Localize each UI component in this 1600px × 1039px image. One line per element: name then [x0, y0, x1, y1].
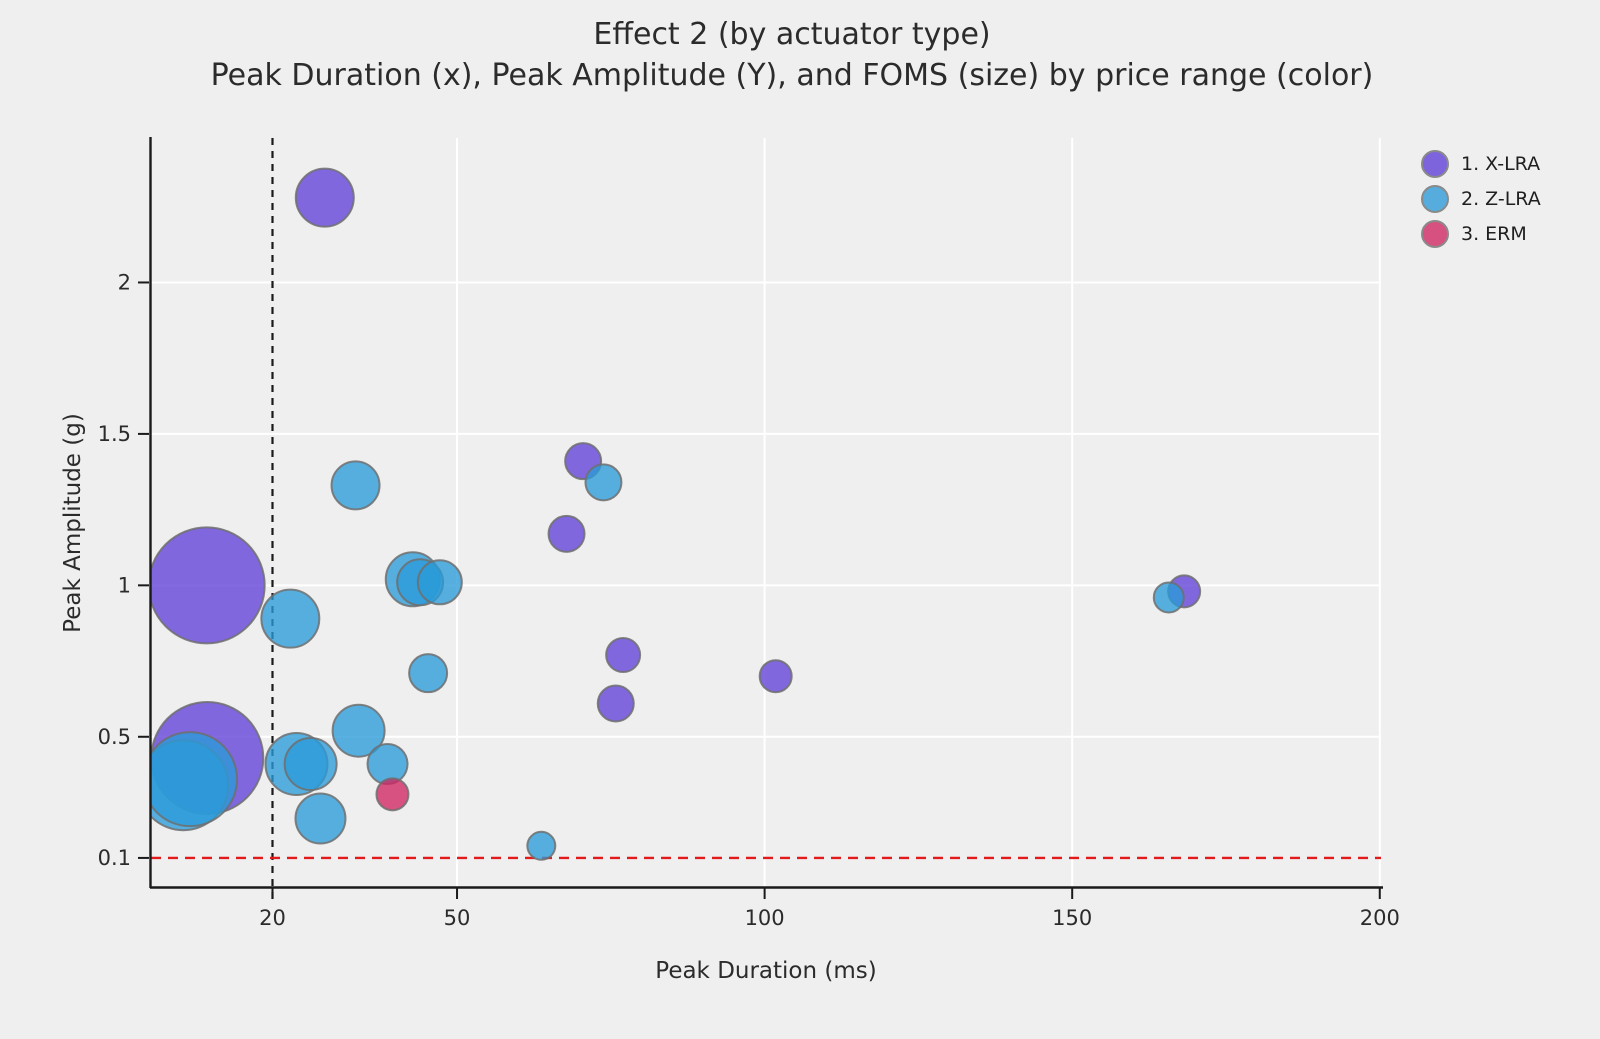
- bubble-z-lra[interactable]: [584, 463, 623, 502]
- bubble-x-lra[interactable]: [605, 637, 642, 674]
- legend-label: 1. X-LRA: [1461, 152, 1541, 175]
- y-tick-label: 2: [118, 270, 131, 294]
- bubble-z-lra[interactable]: [294, 792, 347, 845]
- chart-title: Effect 2 (by actuator type): [593, 17, 991, 52]
- y-axis-title: Peak Amplitude (g): [60, 413, 86, 633]
- bubble-z-lra[interactable]: [283, 737, 338, 792]
- legend: 1. X-LRA 2. Z-LRA 3. ERM: [1421, 146, 1541, 251]
- chart-title-block: Effect 2 (by actuator type) Peak Duratio…: [0, 14, 1584, 96]
- bubble-x-lra[interactable]: [596, 684, 635, 723]
- bubble-z-lra[interactable]: [416, 559, 463, 606]
- legend-item-erm[interactable]: 3. ERM: [1421, 216, 1541, 251]
- x-lra-swatch-icon: [1421, 149, 1449, 178]
- erm-swatch-icon: [1421, 219, 1449, 248]
- y-tick-label: 1: [118, 573, 131, 597]
- x-tick-label: 50: [444, 906, 471, 930]
- bubble-z-lra[interactable]: [330, 460, 381, 511]
- bubble-z-lra[interactable]: [408, 653, 449, 694]
- bubble-z-lra[interactable]: [331, 703, 386, 758]
- x-tick-label: 20: [259, 906, 286, 930]
- bubble-x-lra[interactable]: [547, 514, 586, 553]
- bubble-z-lra[interactable]: [526, 830, 557, 861]
- bubble-z-lra[interactable]: [1152, 581, 1185, 614]
- bubble-erm[interactable]: [375, 777, 410, 812]
- bubble-x-lra[interactable]: [149, 526, 266, 645]
- legend-item-x-lra[interactable]: 1. X-LRA: [1421, 146, 1541, 181]
- chart-subtitle: Peak Duration (x), Peak Amplitude (Y), a…: [210, 58, 1374, 93]
- bubble-x-lra[interactable]: [758, 659, 793, 694]
- x-tick-label: 150: [1052, 906, 1092, 930]
- legend-label: 2. Z-LRA: [1461, 187, 1541, 210]
- y-tick-label: 0.1: [98, 846, 131, 870]
- bubbles-layer: [143, 167, 1202, 861]
- legend-label: 3. ERM: [1461, 222, 1527, 245]
- bubble-x-lra[interactable]: [294, 167, 355, 228]
- y-tick-label: 1.5: [98, 422, 131, 446]
- bubble-z-lra[interactable]: [366, 743, 409, 786]
- x-axis-title: Peak Duration (ms): [655, 958, 877, 984]
- legend-item-z-lra[interactable]: 2. Z-LRA: [1421, 181, 1541, 216]
- bubble-z-lra[interactable]: [260, 588, 321, 649]
- z-lra-swatch-icon: [1421, 184, 1449, 213]
- bubble-z-lra[interactable]: [143, 731, 239, 828]
- y-tick-label: 0.5: [98, 725, 131, 749]
- x-tick-label: 200: [1360, 906, 1400, 930]
- x-tick-label: 100: [745, 906, 785, 930]
